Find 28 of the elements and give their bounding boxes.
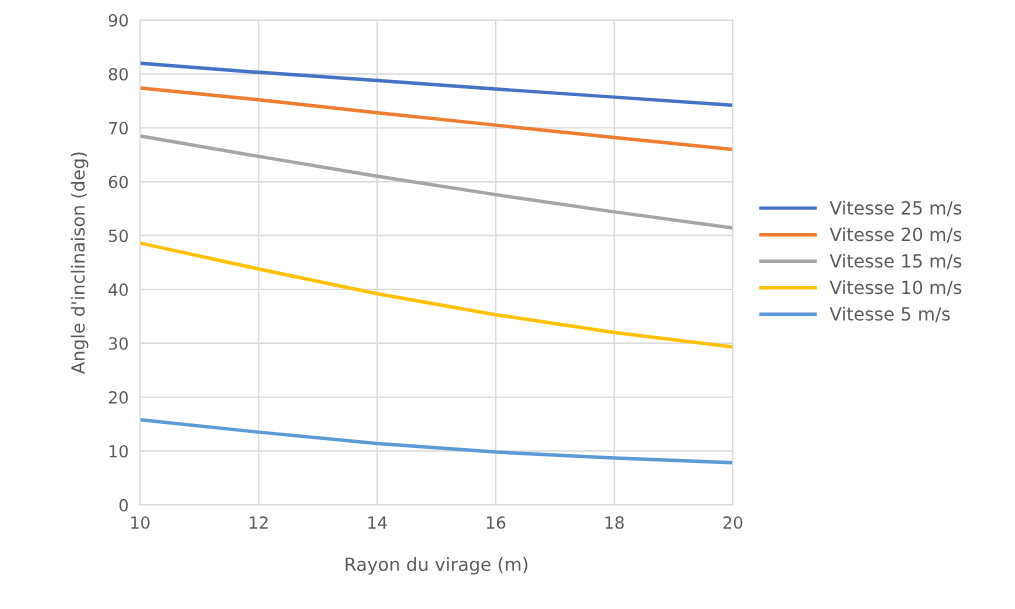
legend-label: Vitesse 5 m/s (829, 306, 950, 323)
y-tick-label: 30 (109, 337, 128, 350)
line-series (140, 86, 733, 152)
legend-label: Vitesse 15 m/s (829, 253, 962, 270)
y-tick-label: 40 (108, 283, 128, 296)
x-tick-label: 10 (131, 516, 150, 529)
legend-label: Vitesse 20 m/s (829, 227, 962, 243)
y-tick-label: 60 (108, 175, 128, 189)
y-tick-label: 90 (108, 14, 128, 27)
x-axis-title: Rayon du virage (m) (345, 557, 528, 575)
line-series (140, 61, 733, 107)
x-tick-label: 12 (249, 516, 268, 529)
line-series (140, 241, 733, 349)
y-tick-label: 0 (119, 498, 128, 512)
x-tick-label: 20 (723, 516, 743, 529)
y-tick-label: 20 (108, 391, 128, 404)
x-tick-label: 14 (368, 516, 387, 529)
x-tick-label: 16 (486, 516, 506, 529)
y-tick-label: 10 (109, 444, 128, 458)
y-tick-label: 80 (108, 67, 128, 81)
line-series (140, 134, 733, 230)
legend-label: Vitesse 25 m/s (829, 200, 962, 217)
y-tick-label: 70 (109, 121, 128, 135)
y-axis-title: Angle d'inclinaison (deg) (70, 152, 89, 374)
y-tick-label: 50 (109, 229, 128, 243)
legend-label: Vitesse 10 m/s (829, 280, 962, 296)
line-series (140, 418, 733, 465)
x-tick-label: 18 (605, 516, 624, 529)
